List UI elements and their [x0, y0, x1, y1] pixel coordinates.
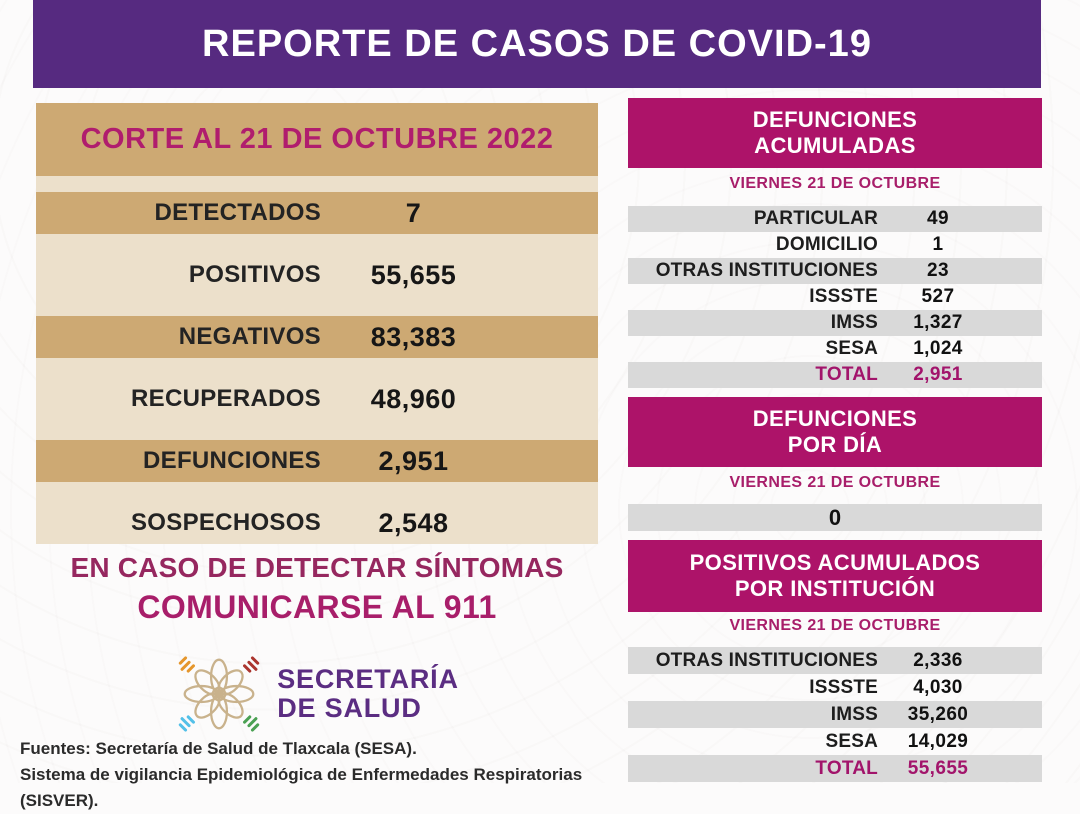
- report-header-bar: REPORTE DE CASOS DE COVID-19: [33, 0, 1041, 88]
- panel-date: VIERNES 21 DE OCTUBRE: [729, 617, 941, 634]
- notice-line-2: COMUNICARSE AL 911: [137, 589, 497, 625]
- sprig-blue: [179, 715, 196, 732]
- panel-title-line: ACUMULADAS: [754, 133, 916, 158]
- notice-line-1: EN CASO DE DETECTAR SÍNTOMAS: [70, 552, 564, 583]
- panel-title-line: DEFUNCIONES: [752, 405, 918, 431]
- panel-title-defunciones-acumuladas: DEFUNCIONES ACUMULADAS: [628, 98, 1042, 168]
- table-row-sesa: SESA 14,029: [628, 728, 1042, 755]
- stat-row-positivos: POSITIVOS 55,655: [36, 254, 598, 296]
- row-label: TOTAL: [815, 757, 878, 779]
- table-row-issste: ISSSTE 4,030: [628, 674, 1042, 701]
- panel-title-line: POR DÍA: [787, 432, 883, 457]
- row-value: 55,655: [907, 757, 969, 779]
- logo-line-2: DE SALUD: [277, 693, 422, 723]
- stat-label: RECUPERADOS: [131, 385, 321, 412]
- positives-by-institution-table: OTRAS INSTITUCIONES 2,336 ISSSTE 4,030 I…: [628, 647, 1042, 782]
- stat-value: 48,960: [370, 383, 457, 414]
- panel-title-line: POSITIVOS ACUMULADOS: [689, 549, 981, 575]
- symptoms-notice: EN CASO DE DETECTAR SÍNTOMAS COMUNICARSE…: [36, 552, 598, 626]
- row-value: 23: [927, 260, 949, 281]
- row-value: 35,260: [907, 703, 969, 725]
- row-label: PARTICULAR: [753, 208, 878, 229]
- row-value: 49: [927, 208, 949, 229]
- sources-footer: Fuentes: Secretaría de Salud de Tlaxcala…: [20, 736, 640, 814]
- table-row-total: TOTAL 2,951: [628, 362, 1042, 388]
- table-row-otras-instituciones: OTRAS INSTITUCIONES 2,336: [628, 647, 1042, 674]
- panel-title-defunciones-por-dia: DEFUNCIONES POR DÍA: [628, 397, 1042, 467]
- row-value: 14,029: [907, 730, 969, 752]
- stat-row-defunciones: DEFUNCIONES 2,951: [36, 440, 598, 482]
- table-row-issste: ISSSTE 527: [628, 284, 1042, 310]
- row-value: 1: [932, 234, 944, 255]
- row-label: IMSS: [830, 312, 878, 333]
- row-value: 527: [921, 286, 955, 307]
- panel-title-line: POR INSTITUCIÓN: [734, 576, 936, 601]
- panel-title-line: DEFUNCIONES: [752, 106, 918, 132]
- row-label: OTRAS INSTITUCIONES: [655, 649, 878, 671]
- deaths-accumulated-table: PARTICULAR 49 DOMICILIO 1 OTRAS INSTITUC…: [628, 206, 1042, 388]
- stat-label: SOSPECHOSOS: [130, 509, 321, 536]
- stat-value: 55,655: [370, 259, 457, 290]
- table-row-imss: IMSS 1,327: [628, 310, 1042, 336]
- panel-title-positivos-acumulados: POSITIVOS ACUMULADOS POR INSTITUCIÓN: [628, 540, 1042, 612]
- stat-value: 2,548: [378, 507, 449, 538]
- source-line-1: Fuentes: Secretaría de Salud de Tlaxcala…: [20, 739, 417, 758]
- stat-value: 2,951: [378, 445, 449, 476]
- stat-row-recuperados: RECUPERADOS 48,960: [36, 378, 598, 420]
- table-row-imss: IMSS 35,260: [628, 701, 1042, 728]
- stat-row-sospechosos: SOSPECHOSOS 2,548: [36, 502, 598, 544]
- row-value: 1,327: [913, 312, 963, 333]
- stat-label: DETECTADOS: [154, 199, 321, 226]
- logo-line-1: SECRETARÍA: [277, 663, 459, 694]
- summary-panel: CORTE AL 21 DE OCTUBRE 2022 DETECTADOS 7…: [36, 103, 598, 544]
- summary-rows: DETECTADOS 7 POSITIVOS 55,655 NEGATIVOS …: [36, 176, 598, 544]
- table-row-otras-instituciones: OTRAS INSTITUCIONES 23: [628, 258, 1042, 284]
- row-label: SESA: [825, 338, 878, 359]
- stat-label: NEGATIVOS: [178, 323, 321, 350]
- table-row-particular: PARTICULAR 49: [628, 206, 1042, 232]
- row-label: SESA: [825, 730, 878, 752]
- stat-label: POSITIVOS: [188, 261, 321, 288]
- source-line-2: Sistema de vigilancia Epidemiológica de …: [20, 765, 583, 810]
- row-label: ISSSTE: [809, 676, 878, 698]
- stat-label: DEFUNCIONES: [143, 447, 321, 474]
- stat-row-detectados: DETECTADOS 7: [36, 192, 598, 234]
- table-row-sesa: SESA 1,024: [628, 336, 1042, 362]
- table-row-domicilio: DOMICILIO 1: [628, 232, 1042, 258]
- row-value: 4,030: [913, 676, 963, 698]
- logo-wordmark: SECRETARÍA DE SALUD: [277, 663, 459, 723]
- row-value: 1,024: [913, 338, 963, 359]
- sprig-green: [243, 715, 260, 732]
- deaths-per-day-value: 0: [628, 504, 1042, 531]
- row-value: 2,336: [913, 649, 963, 671]
- panel-date: VIERNES 21 DE OCTUBRE: [729, 474, 941, 491]
- summary-cutoff-date-title: CORTE AL 21 DE OCTUBRE 2022: [36, 103, 598, 176]
- sprig-red: [243, 656, 260, 673]
- stat-value: 7: [405, 197, 422, 228]
- sprig-orange: [179, 656, 196, 673]
- flower-logo-icon: [179, 656, 260, 732]
- right-column: DEFUNCIONES ACUMULADAS VIERNES 21 DE OCT…: [628, 0, 1042, 783]
- page-title: REPORTE DE CASOS DE COVID-19: [202, 22, 872, 65]
- panel-date: VIERNES 21 DE OCTUBRE: [729, 175, 941, 192]
- row-value: 2,951: [913, 364, 963, 385]
- secretaria-de-salud-logo: SECRETARÍA DE SALUD: [36, 650, 598, 738]
- stat-row-negativos: NEGATIVOS 83,383: [36, 316, 598, 358]
- table-row-total: TOTAL 55,655: [628, 755, 1042, 782]
- row-label: IMSS: [830, 703, 878, 725]
- row-label: TOTAL: [815, 364, 878, 385]
- stat-value: 83,383: [370, 321, 457, 352]
- row-label: DOMICILIO: [775, 234, 878, 255]
- row-label: ISSSTE: [809, 286, 878, 307]
- row-label: OTRAS INSTITUCIONES: [655, 260, 878, 281]
